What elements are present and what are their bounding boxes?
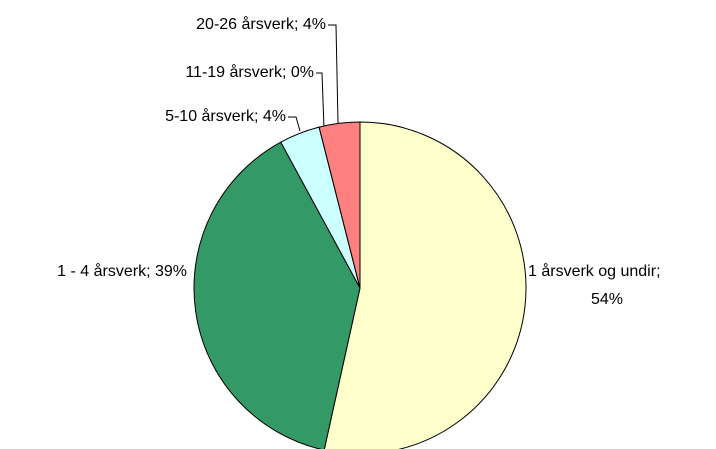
leader-line [328, 24, 339, 124]
label-value: 4% [303, 16, 326, 33]
label-name: 1 årsverk og undir [528, 262, 657, 280]
label-separator: ; [282, 64, 291, 81]
label-name: 5-10 årsverk [165, 107, 255, 125]
data-label: 20-26 årsverk; 4% [196, 15, 326, 33]
label-value: 4% [263, 108, 286, 125]
data-label-value: 54% [591, 291, 623, 308]
leader-line [288, 116, 301, 132]
data-label: 5-10 årsverk; 4% [165, 107, 286, 125]
label-value: 39% [155, 263, 187, 280]
data-label: 1 årsverk og undir; [528, 262, 661, 280]
label-separator: ; [294, 16, 303, 33]
label-separator: ; [146, 263, 155, 280]
label-value: 0% [291, 64, 314, 81]
label-name: 1 - 4 årsverk [57, 262, 147, 280]
label-name: 11-19 årsverk [185, 63, 283, 81]
leader-line [316, 72, 325, 129]
label-separator: ; [254, 108, 263, 125]
data-label: 1 - 4 årsverk; 39% [57, 262, 187, 280]
pie-slice [193, 141, 361, 449]
label-name: 20-26 årsverk [196, 15, 295, 33]
pie-slice [318, 121, 361, 289]
label-separator: ; [656, 263, 660, 280]
data-label: 11-19 årsverk; 0% [185, 63, 314, 81]
